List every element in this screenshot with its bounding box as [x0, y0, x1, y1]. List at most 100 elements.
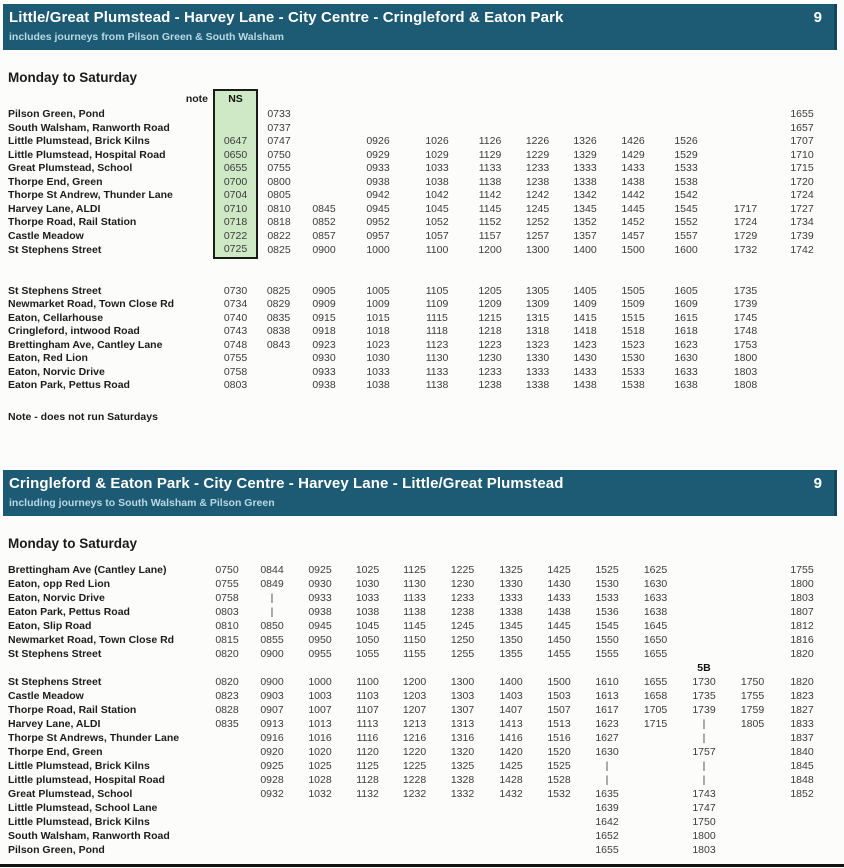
time-cell: 1145: [478, 202, 502, 215]
time-cell: 0828: [215, 703, 239, 716]
time-cell: 1223: [478, 338, 502, 351]
time-cell: 0938: [312, 379, 336, 391]
time-cell: 1415: [573, 311, 597, 324]
time-cell: 0710: [213, 202, 258, 216]
time-cell: 1333: [499, 591, 523, 604]
time-cell: [715, 135, 776, 149]
day-heading-outbound: Monday to Saturday: [8, 70, 138, 85]
time-cell: 1555: [595, 647, 619, 660]
time-cell: [535, 815, 583, 829]
time-cell: 1005: [366, 284, 390, 297]
time-cell: 1533: [621, 365, 645, 378]
time-cell: 0903: [260, 689, 284, 702]
time-cell: 1433: [621, 162, 645, 174]
time-cell: 1133: [478, 162, 502, 174]
time-cell: 1338: [499, 605, 523, 618]
time-cell: 1400: [499, 675, 523, 688]
time-cell: [300, 149, 348, 163]
time-cell: [715, 162, 776, 176]
empty-cell: [296, 661, 344, 675]
time-cell: 0758: [223, 365, 248, 378]
time-cell: 1330: [499, 577, 523, 590]
time-cell: 1820: [790, 647, 814, 660]
time-cell: 1739: [692, 703, 716, 716]
table-row: Little Plumstead, Brick Kilns 0647 0747 092…: [8, 135, 828, 149]
time-cell: 1042: [425, 189, 449, 201]
time-cell: 0957: [366, 229, 390, 242]
time-cell: 1209: [478, 298, 502, 310]
time-cell: 1528: [547, 773, 571, 786]
stop-name: Eaton, Slip Road: [8, 619, 92, 632]
time-cell: 0909: [312, 298, 336, 310]
time-cell: 1734: [790, 216, 814, 228]
time-cell: [391, 801, 438, 815]
timetable-outbound: note NS Pilson Green, Pond 0733 1655 South Wa…: [8, 89, 828, 393]
time-cell: 1225: [450, 563, 475, 576]
time-cell: 0838: [266, 325, 291, 337]
time-cell: 1409: [573, 298, 597, 310]
time-cell: [728, 759, 777, 773]
time-cell: 1038: [355, 605, 380, 618]
route-subtitle-outbound: includes journeys from Pilson Green & So…: [9, 31, 284, 43]
time-cell: 1430: [547, 577, 571, 590]
time-cell: [680, 591, 728, 605]
time-cell: 1638: [643, 605, 668, 618]
time-cell: 1803: [692, 843, 716, 856]
time-cell: 0750: [267, 148, 291, 161]
time-cell: 1030: [355, 577, 380, 590]
time-cell: 1724: [790, 189, 814, 201]
empty-cell: [466, 90, 514, 108]
time-cell: 1033: [425, 162, 449, 174]
time-cell: [728, 745, 777, 759]
table-row: St Stephens Street 0820 0900 1000 1100 1200 13…: [8, 675, 827, 689]
table-row: Thorpe Road, Rail Station 0828 0907 1007 110…: [8, 703, 827, 717]
time-cell: 0925: [260, 759, 284, 772]
time-cell: [466, 108, 514, 122]
time-cell: 1618: [674, 325, 698, 337]
time-cell: 1418: [573, 325, 597, 337]
empty-cell: [206, 661, 248, 675]
time-cell: 0843: [266, 338, 291, 351]
time-cell: 0748: [223, 338, 248, 351]
time-cell: 1015: [366, 311, 390, 324]
table-row: South Walsham, Ranworth Road 1652 1800: [8, 829, 827, 843]
stop-name: Harvey Lane, ALDI: [8, 717, 101, 730]
time-cell: [776, 312, 828, 326]
time-cell: 1033: [355, 591, 380, 604]
time-cell: [728, 815, 777, 829]
time-cell: 1639: [595, 801, 619, 814]
time-cell: 0800: [267, 175, 291, 188]
time-cell: [728, 787, 777, 801]
route-subtitle-inbound: including journeys to South Walsham & Pi…: [9, 496, 275, 509]
time-cell: [348, 122, 408, 136]
time-cell: 1325: [450, 759, 475, 772]
stop-name: Castle Meadow: [8, 689, 84, 702]
time-cell: [213, 121, 258, 135]
time-cell: [561, 108, 609, 122]
time-cell: 1457: [621, 229, 645, 242]
time-cell: 1403: [499, 689, 523, 702]
time-cell: 1150: [403, 633, 426, 646]
time-cell: 0926: [366, 135, 390, 147]
time-cell: 1759: [740, 703, 765, 716]
time-cell: 1805: [740, 717, 765, 730]
time-cell: 0930: [308, 577, 332, 590]
time-cell: 0758: [215, 591, 239, 604]
time-cell: [206, 731, 248, 745]
time-cell: 1218: [478, 325, 502, 337]
time-cell: 1442: [621, 189, 645, 201]
time-cell: 1138: [403, 605, 426, 618]
time-cell: 1727: [790, 202, 814, 215]
stop-name: Harvey Lane, ALDI: [8, 202, 101, 215]
time-cell: 1255: [450, 647, 475, 660]
time-cell: 0733: [267, 108, 291, 120]
time-cell: [257, 366, 300, 380]
stop-name: Eaton, Norvic Drive: [8, 591, 105, 604]
time-cell: [631, 801, 680, 815]
table-row: South Walsham, Ranworth Road 0737 1657: [8, 121, 828, 136]
time-cell: 1533: [595, 591, 619, 604]
time-cell: 1655: [643, 647, 668, 660]
time-cell: 0737: [267, 121, 291, 134]
time-cell: 1652: [595, 829, 619, 842]
time-cell: [535, 801, 583, 815]
